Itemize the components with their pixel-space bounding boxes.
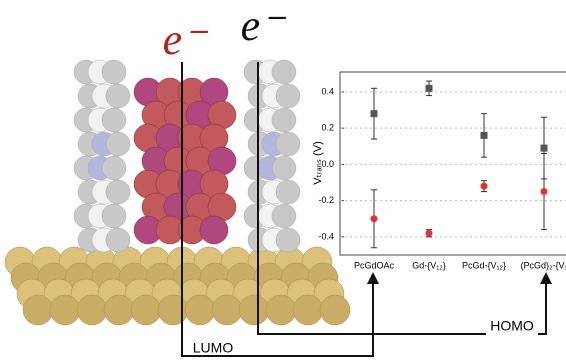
marker <box>481 132 488 139</box>
gold-sphere <box>239 295 269 325</box>
marker <box>371 215 378 222</box>
molecule-sphere <box>106 180 130 204</box>
y-tick-label: 0.2 <box>321 123 334 133</box>
marker <box>426 85 433 92</box>
marker <box>371 110 378 117</box>
molecule-sphere <box>272 204 296 228</box>
homo-label: HOMO <box>490 318 534 334</box>
marker <box>481 183 488 190</box>
molecule-sphere <box>106 132 130 156</box>
y-tick-label: 0.0 <box>321 159 334 169</box>
gold-sphere <box>50 295 80 325</box>
molecule-sphere <box>102 156 126 180</box>
molecule-sphere <box>102 204 126 228</box>
lumo-label: LUMO <box>193 340 234 356</box>
x-tick-label: PcGdOAc <box>354 260 395 270</box>
figure: Vₜᵣₐₙₛ (V) e⁻ e⁻ LUMO HOMO -0.4-0.20.00.… <box>0 0 566 363</box>
molecule-sphere <box>272 60 296 84</box>
gold-sphere <box>212 295 242 325</box>
gold-sphere <box>185 295 215 325</box>
molecule-sphere <box>272 108 296 132</box>
cluster-sphere <box>200 216 228 244</box>
gold-sphere <box>131 295 161 325</box>
molecule-sphere <box>106 84 130 108</box>
gold-sphere <box>23 295 53 325</box>
x-tick-label: PcGd-{V₁₂} <box>462 260 506 270</box>
gold-sphere <box>266 295 296 325</box>
electron-label: e⁻ <box>163 15 210 64</box>
molecule-sphere <box>102 60 126 84</box>
molecule-sphere <box>276 84 300 108</box>
molecule-sphere <box>276 132 300 156</box>
x-tick-label: Gd-{V₁₂} <box>412 260 446 270</box>
marker <box>426 230 433 237</box>
marker <box>541 188 548 195</box>
electron-label: e⁻ <box>241 1 288 50</box>
molecule-sphere <box>106 228 130 252</box>
molecule-sphere <box>272 156 296 180</box>
gold-sphere <box>104 295 134 325</box>
gold-sphere <box>158 295 188 325</box>
y-tick-label: -0.2 <box>318 195 334 205</box>
marker <box>541 145 548 152</box>
x-tick-label: (PcGd)₂-{V₁ <box>520 260 566 270</box>
molecule-sphere <box>276 228 300 252</box>
gold-sphere <box>293 295 323 325</box>
gold-sphere <box>320 295 350 325</box>
y-tick-label: 0.4 <box>321 86 334 96</box>
y-tick-label: -0.4 <box>318 231 334 241</box>
molecule-sphere <box>102 108 126 132</box>
molecule-sphere <box>276 180 300 204</box>
gold-sphere <box>77 295 107 325</box>
